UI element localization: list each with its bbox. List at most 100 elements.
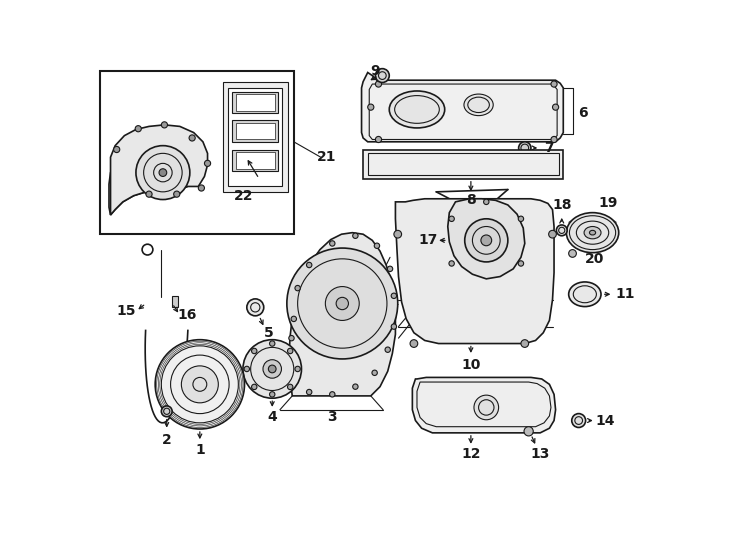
Ellipse shape bbox=[464, 94, 493, 116]
Text: 4: 4 bbox=[267, 410, 277, 424]
Text: 15: 15 bbox=[116, 304, 136, 318]
Circle shape bbox=[288, 384, 293, 390]
Circle shape bbox=[353, 233, 358, 239]
Polygon shape bbox=[236, 152, 275, 168]
Ellipse shape bbox=[589, 231, 595, 235]
Text: 10: 10 bbox=[461, 358, 481, 372]
Circle shape bbox=[548, 231, 556, 238]
Circle shape bbox=[465, 219, 508, 262]
Circle shape bbox=[551, 137, 557, 143]
Circle shape bbox=[569, 249, 576, 257]
Polygon shape bbox=[232, 150, 278, 171]
Text: 21: 21 bbox=[316, 150, 336, 164]
Circle shape bbox=[484, 199, 489, 205]
Bar bbox=[172, 296, 178, 307]
Circle shape bbox=[375, 137, 382, 143]
Circle shape bbox=[252, 348, 257, 354]
Circle shape bbox=[244, 366, 250, 372]
Circle shape bbox=[247, 299, 264, 316]
Circle shape bbox=[449, 261, 454, 266]
Polygon shape bbox=[111, 125, 208, 215]
Circle shape bbox=[524, 427, 534, 436]
Polygon shape bbox=[448, 199, 525, 279]
Circle shape bbox=[553, 104, 559, 110]
Circle shape bbox=[385, 347, 390, 353]
Text: 16: 16 bbox=[178, 308, 197, 322]
Bar bbox=[100, 71, 294, 234]
Polygon shape bbox=[396, 199, 554, 343]
Circle shape bbox=[572, 414, 586, 428]
Circle shape bbox=[114, 146, 120, 153]
Circle shape bbox=[146, 191, 152, 197]
Circle shape bbox=[269, 392, 275, 397]
Text: 7: 7 bbox=[545, 141, 554, 155]
Circle shape bbox=[325, 287, 359, 320]
Circle shape bbox=[288, 351, 294, 356]
Text: 2: 2 bbox=[162, 433, 172, 447]
Circle shape bbox=[391, 293, 396, 299]
Text: 6: 6 bbox=[578, 105, 587, 119]
Circle shape bbox=[159, 168, 167, 177]
Circle shape bbox=[391, 324, 396, 329]
Circle shape bbox=[330, 241, 335, 246]
Circle shape bbox=[269, 365, 276, 373]
Text: 5: 5 bbox=[264, 326, 274, 340]
Polygon shape bbox=[236, 94, 275, 111]
Circle shape bbox=[263, 360, 281, 378]
Polygon shape bbox=[362, 72, 563, 142]
Circle shape bbox=[519, 142, 531, 154]
Text: 19: 19 bbox=[598, 197, 617, 211]
Text: 1: 1 bbox=[195, 443, 205, 457]
Polygon shape bbox=[236, 123, 275, 139]
Polygon shape bbox=[232, 92, 278, 113]
Circle shape bbox=[353, 384, 358, 389]
Circle shape bbox=[307, 262, 312, 268]
Circle shape bbox=[330, 392, 335, 397]
Circle shape bbox=[375, 81, 382, 87]
Circle shape bbox=[181, 366, 218, 403]
Text: 20: 20 bbox=[584, 252, 604, 266]
Circle shape bbox=[205, 160, 211, 166]
Circle shape bbox=[288, 348, 293, 354]
Circle shape bbox=[161, 406, 172, 417]
Circle shape bbox=[161, 122, 167, 128]
Circle shape bbox=[295, 286, 300, 291]
Circle shape bbox=[291, 316, 297, 322]
Circle shape bbox=[521, 340, 528, 347]
Polygon shape bbox=[109, 145, 194, 215]
Circle shape bbox=[518, 261, 523, 266]
Circle shape bbox=[135, 126, 142, 132]
Circle shape bbox=[288, 335, 294, 341]
Circle shape bbox=[252, 384, 257, 390]
Circle shape bbox=[368, 104, 374, 110]
Polygon shape bbox=[363, 150, 563, 179]
Circle shape bbox=[269, 341, 275, 346]
Circle shape bbox=[481, 235, 492, 246]
Text: 3: 3 bbox=[327, 410, 337, 424]
Circle shape bbox=[556, 225, 567, 236]
Ellipse shape bbox=[584, 226, 601, 239]
Polygon shape bbox=[413, 377, 556, 433]
Ellipse shape bbox=[569, 282, 601, 307]
Text: 11: 11 bbox=[615, 287, 635, 301]
Circle shape bbox=[136, 146, 190, 200]
Text: 13: 13 bbox=[531, 448, 550, 461]
Circle shape bbox=[307, 389, 312, 395]
Circle shape bbox=[243, 340, 302, 398]
Circle shape bbox=[155, 340, 244, 429]
Circle shape bbox=[394, 231, 401, 238]
Text: 22: 22 bbox=[234, 188, 253, 202]
Polygon shape bbox=[289, 233, 396, 396]
Circle shape bbox=[518, 216, 523, 221]
Circle shape bbox=[449, 216, 454, 221]
Circle shape bbox=[336, 298, 349, 309]
Circle shape bbox=[374, 243, 379, 248]
Circle shape bbox=[291, 378, 297, 383]
Circle shape bbox=[372, 370, 377, 375]
Circle shape bbox=[174, 191, 180, 197]
Polygon shape bbox=[232, 120, 278, 142]
Ellipse shape bbox=[389, 91, 445, 128]
Ellipse shape bbox=[567, 213, 619, 253]
Circle shape bbox=[189, 135, 195, 141]
Polygon shape bbox=[223, 82, 288, 192]
